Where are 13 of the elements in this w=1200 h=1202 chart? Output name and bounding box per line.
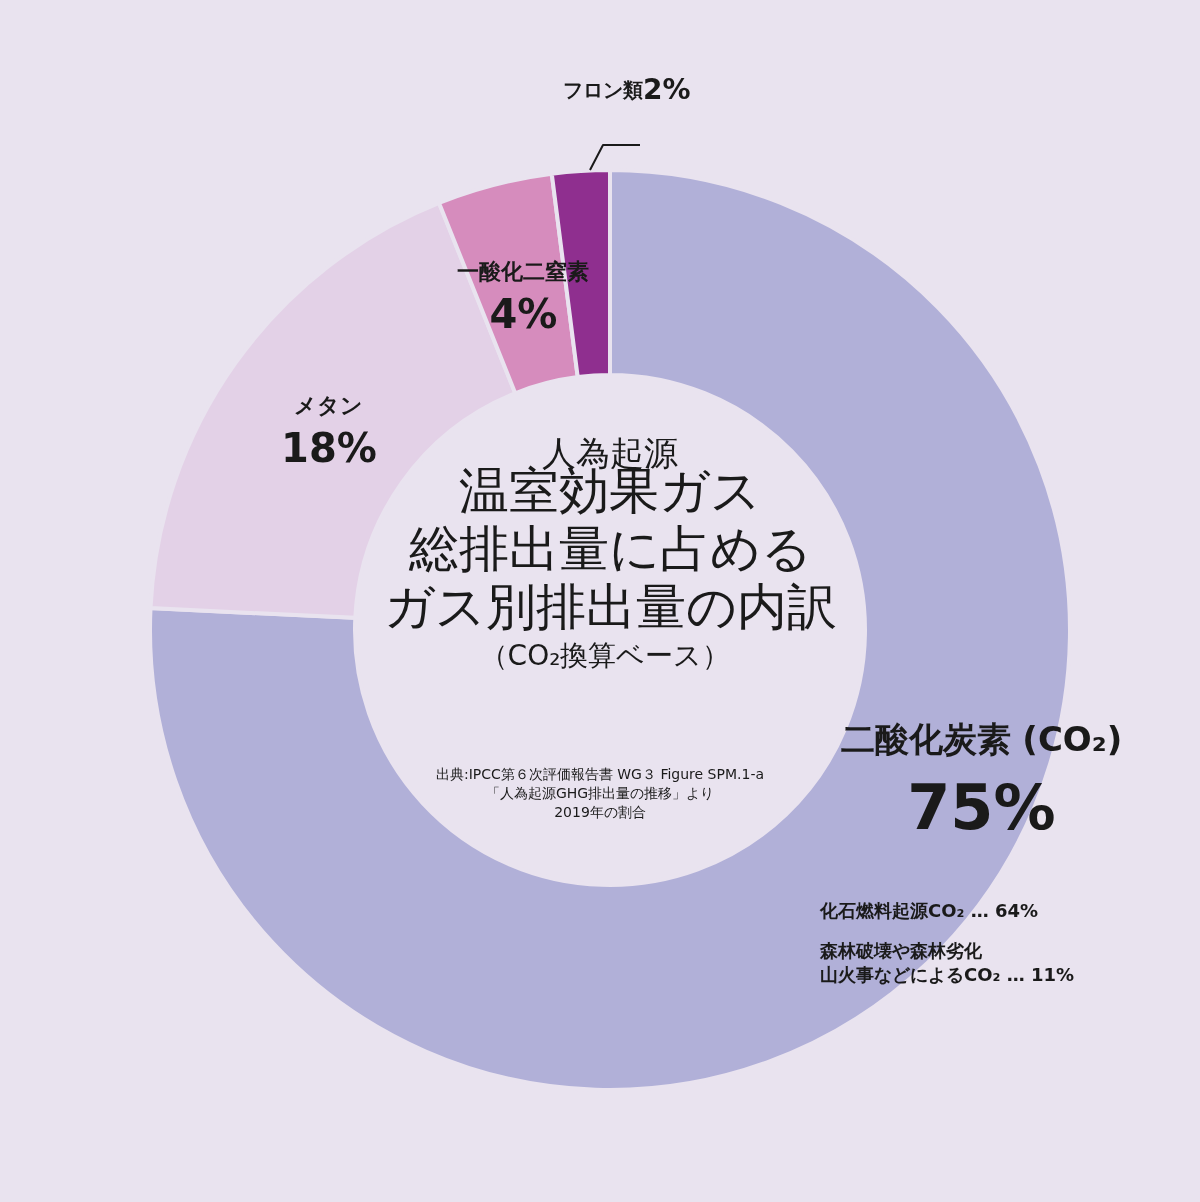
source-note: 出典:IPCC第６次評価報告書 WG３ Figure SPM.1-a「人為起源GHG排出量の推移」より2019年の割合 <box>435 766 765 820</box>
slice-label: メタン <box>294 392 364 418</box>
slice-label: フロン類 <box>562 78 643 103</box>
text: 森林破壊や森林劣化山火事などによるCO₂ … 11% <box>819 940 1075 985</box>
text: 人為起源温室効果ガス総排出量に占めるガス別排出量の内訳 <box>383 433 837 636</box>
text: （CO₂換算ベース） <box>479 639 731 672</box>
slice-label: 一酸化二窒素 <box>457 259 590 285</box>
data-label: 2% <box>642 73 691 107</box>
data-label: 4% <box>489 291 558 338</box>
data-label: 18% <box>281 424 377 471</box>
data-label: 75% <box>907 770 1056 844</box>
slice-label: 二酸化炭素 (CO₂) <box>840 719 1123 760</box>
text: 化石燃料起源CO₂ … 64% <box>819 900 1039 921</box>
